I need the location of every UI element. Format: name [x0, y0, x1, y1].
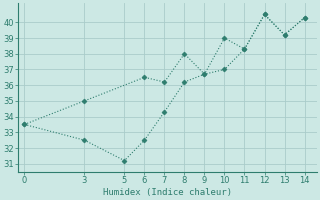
X-axis label: Humidex (Indice chaleur): Humidex (Indice chaleur): [103, 188, 232, 197]
